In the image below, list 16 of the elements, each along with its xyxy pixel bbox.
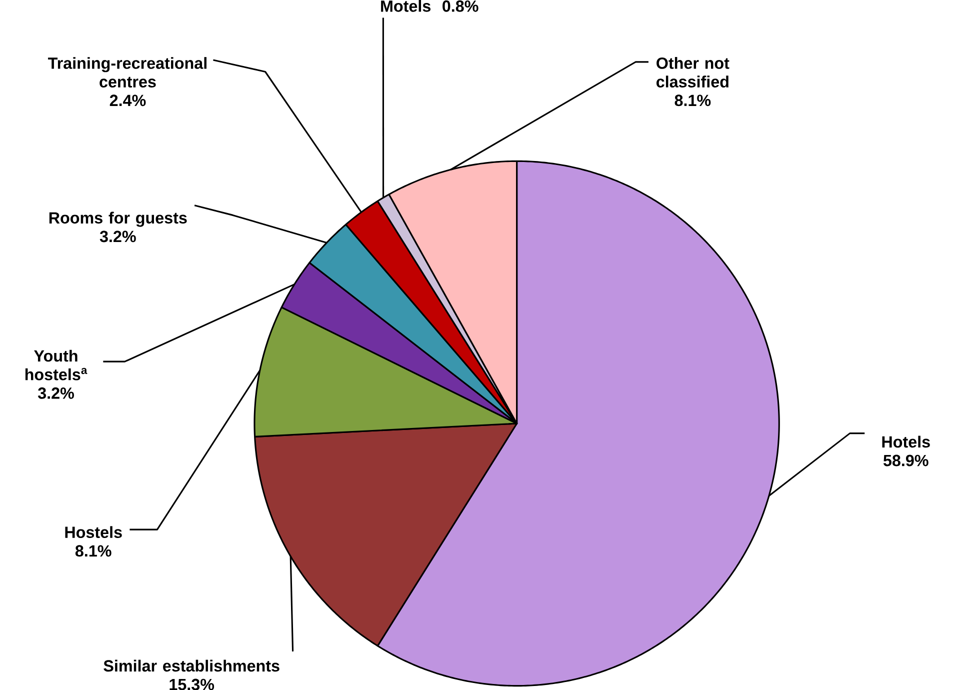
data-label: 3.2% bbox=[100, 230, 136, 242]
data-label: 58.9% bbox=[883, 454, 928, 466]
slice-label: Motels bbox=[381, 0, 430, 12]
slice-label: Hotels bbox=[882, 436, 930, 448]
slice-label: Rooms for guests bbox=[49, 212, 187, 227]
slice-label: Other not classified bbox=[656, 56, 730, 88]
slice-label: Training-recreational centres bbox=[48, 56, 206, 88]
slice-label: Youth hostels$^{a}$ bbox=[25, 350, 88, 380]
data-label: 2.4% bbox=[110, 94, 146, 106]
data-label: 3.2% bbox=[38, 387, 74, 399]
data-label: 0.8% bbox=[442, 0, 478, 12]
data-label: 8.1% bbox=[75, 545, 112, 556]
data-label: 8.1% bbox=[674, 94, 711, 106]
data-label: 15.3% bbox=[170, 678, 214, 690]
slice-label: Similar establishments bbox=[104, 660, 280, 672]
slice-label: Hostels bbox=[65, 526, 122, 538]
